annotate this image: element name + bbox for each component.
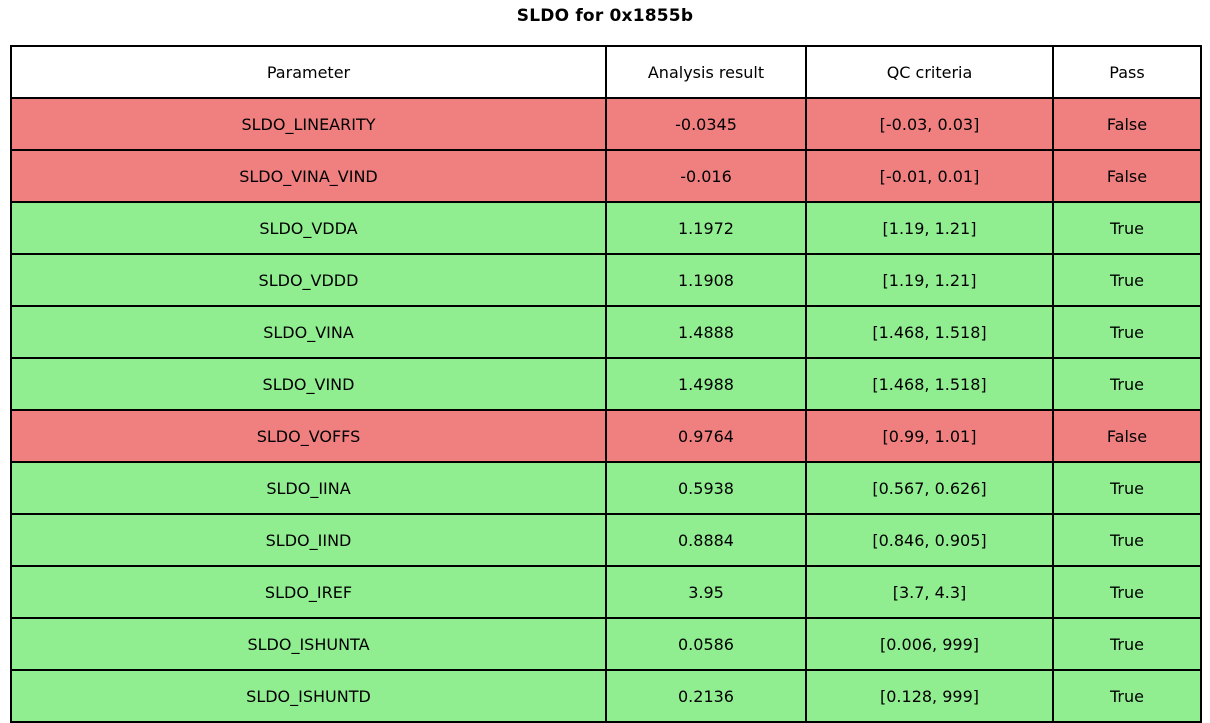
qc-criteria-cell: [1.468, 1.518]	[805, 357, 1054, 411]
table-row: SLDO_VOFFS 0.9764 [0.99, 1.01] False	[10, 409, 1202, 463]
analysis-result-cell: 0.2136	[605, 669, 807, 723]
table-row: SLDO_VIND 1.4988 [1.468, 1.518] True	[10, 357, 1202, 411]
analysis-result-cell: 0.0586	[605, 617, 807, 671]
qc-criteria-cell: [-0.03, 0.03]	[805, 97, 1054, 151]
table-row: SLDO_VINA_VIND -0.016 [-0.01, 0.01] False	[10, 149, 1202, 203]
analysis-result-cell: 1.4888	[605, 305, 807, 359]
table-row: SLDO_IIND 0.8884 [0.846, 0.905] True	[10, 513, 1202, 567]
analysis-result-cell: 1.4988	[605, 357, 807, 411]
analysis-result-cell: -0.016	[605, 149, 807, 203]
analysis-result-cell: 0.8884	[605, 513, 807, 567]
analysis-result-cell: -0.0345	[605, 97, 807, 151]
table-row: SLDO_ISHUNTA 0.0586 [0.006, 999] True	[10, 617, 1202, 671]
pass-cell: True	[1052, 461, 1202, 515]
table-row: SLDO_LINEARITY -0.0345 [-0.03, 0.03] False	[10, 97, 1202, 151]
qc-criteria-cell: [1.19, 1.21]	[805, 201, 1054, 255]
pass-cell: True	[1052, 357, 1202, 411]
header-pass: Pass	[1052, 45, 1202, 99]
pass-cell: False	[1052, 409, 1202, 463]
parameter-cell: SLDO_ISHUNTD	[10, 669, 607, 723]
qc-criteria-cell: [0.99, 1.01]	[805, 409, 1054, 463]
parameter-cell: SLDO_ISHUNTA	[10, 617, 607, 671]
parameter-cell: SLDO_VINA_VIND	[10, 149, 607, 203]
pass-cell: True	[1052, 617, 1202, 671]
table-row: SLDO_VINA 1.4888 [1.468, 1.518] True	[10, 305, 1202, 359]
table-header-row: Parameter Analysis result QC criteria Pa…	[10, 45, 1202, 99]
parameter-cell: SLDO_IIND	[10, 513, 607, 567]
parameter-cell: SLDO_VDDD	[10, 253, 607, 307]
header-qc-criteria: QC criteria	[805, 45, 1054, 99]
analysis-result-cell: 1.1972	[605, 201, 807, 255]
pass-cell: True	[1052, 669, 1202, 723]
table-row: SLDO_IREF 3.95 [3.7, 4.3] True	[10, 565, 1202, 619]
qc-criteria-cell: [1.468, 1.518]	[805, 305, 1054, 359]
parameter-cell: SLDO_VINA	[10, 305, 607, 359]
pass-cell: True	[1052, 253, 1202, 307]
parameter-cell: SLDO_VOFFS	[10, 409, 607, 463]
pass-cell: True	[1052, 201, 1202, 255]
parameter-cell: SLDO_VDDA	[10, 201, 607, 255]
table-body: SLDO_LINEARITY -0.0345 [-0.03, 0.03] False S…	[10, 97, 1202, 723]
header-analysis-result: Analysis result	[605, 45, 807, 99]
qc-criteria-cell: [-0.01, 0.01]	[805, 149, 1054, 203]
parameter-cell: SLDO_IINA	[10, 461, 607, 515]
pass-cell: True	[1052, 305, 1202, 359]
table-row: SLDO_ISHUNTD 0.2136 [0.128, 999] True	[10, 669, 1202, 723]
qc-criteria-cell: [0.567, 0.626]	[805, 461, 1054, 515]
table-row: SLDO_IINA 0.5938 [0.567, 0.626] True	[10, 461, 1202, 515]
qc-table: Parameter Analysis result QC criteria Pa…	[10, 45, 1202, 723]
header-parameter: Parameter	[10, 45, 607, 99]
pass-cell: False	[1052, 97, 1202, 151]
analysis-result-cell: 0.9764	[605, 409, 807, 463]
qc-criteria-cell: [0.128, 999]	[805, 669, 1054, 723]
analysis-result-cell: 3.95	[605, 565, 807, 619]
parameter-cell: SLDO_VIND	[10, 357, 607, 411]
analysis-result-cell: 0.5938	[605, 461, 807, 515]
table-row: SLDO_VDDA 1.1972 [1.19, 1.21] True	[10, 201, 1202, 255]
table-row: SLDO_VDDD 1.1908 [1.19, 1.21] True	[10, 253, 1202, 307]
page-title: SLDO for 0x1855b	[516, 6, 694, 26]
parameter-cell: SLDO_IREF	[10, 565, 607, 619]
qc-criteria-cell: [1.19, 1.21]	[805, 253, 1054, 307]
pass-cell: True	[1052, 513, 1202, 567]
qc-criteria-cell: [3.7, 4.3]	[805, 565, 1054, 619]
analysis-result-cell: 1.1908	[605, 253, 807, 307]
qc-criteria-cell: [0.846, 0.905]	[805, 513, 1054, 567]
parameter-cell: SLDO_LINEARITY	[10, 97, 607, 151]
pass-cell: False	[1052, 149, 1202, 203]
qc-criteria-cell: [0.006, 999]	[805, 617, 1054, 671]
pass-cell: True	[1052, 565, 1202, 619]
